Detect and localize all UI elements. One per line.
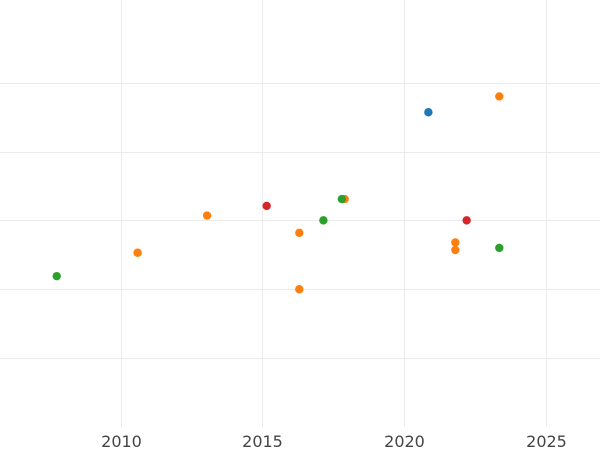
data-point <box>495 243 504 253</box>
data-points <box>52 92 504 294</box>
data-point <box>319 216 328 225</box>
data-point <box>451 238 460 247</box>
x-tick-label: 2010 <box>101 432 142 450</box>
data-point <box>202 211 212 220</box>
grid <box>0 0 600 427</box>
data-point <box>133 248 142 257</box>
data-point <box>495 92 504 101</box>
data-point <box>462 216 471 225</box>
x-tick-label: 2020 <box>384 432 425 450</box>
data-point <box>295 228 304 237</box>
x-axis-ticks: 2010 2015 2020 2025 <box>101 432 567 450</box>
data-point <box>451 245 460 255</box>
data-point <box>295 285 304 294</box>
data-point <box>337 194 347 204</box>
data-point <box>424 108 433 117</box>
x-tick-label: 2025 <box>526 432 567 450</box>
data-point <box>262 201 271 211</box>
x-tick-label: 2015 <box>242 432 283 450</box>
data-point <box>52 271 61 281</box>
